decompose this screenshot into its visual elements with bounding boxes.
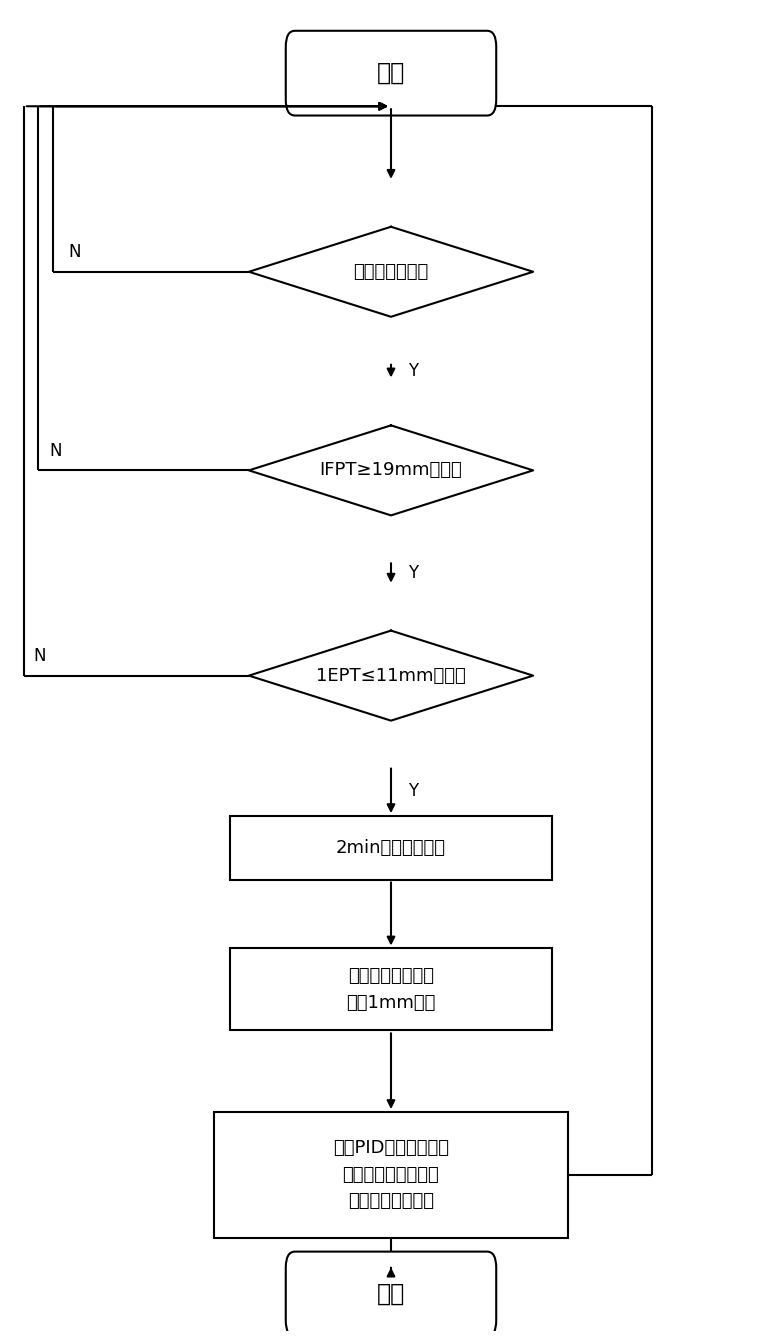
Text: 结束: 结束	[377, 1282, 405, 1306]
Bar	[230, 816, 552, 879]
Text: 将排烟吸力设定值
增加1mm水柱: 将排烟吸力设定值 增加1mm水柱	[346, 967, 436, 1012]
Text: 调整PID控制输出量给
变频器，调整变频风
机转数，调整吸力: 调整PID控制输出量给 变频器，调整变频风 机转数，调整吸力	[333, 1140, 449, 1210]
FancyBboxPatch shape	[285, 1251, 497, 1337]
Bar	[230, 949, 552, 1030]
Polygon shape	[249, 630, 533, 721]
Text: 1EPT≤11mm水柱？: 1EPT≤11mm水柱？	[316, 666, 466, 685]
Bar	[214, 1112, 568, 1238]
Text: 2min系统稳定延时: 2min系统稳定延时	[336, 839, 446, 856]
Text: N: N	[33, 646, 45, 665]
Text: IFPT≥19mm水柱？: IFPT≥19mm水柱？	[320, 462, 462, 479]
Polygon shape	[249, 425, 533, 515]
Text: Y: Y	[408, 565, 418, 582]
Text: Y: Y	[408, 781, 418, 800]
Text: 开始: 开始	[377, 62, 405, 86]
FancyBboxPatch shape	[285, 31, 497, 115]
Text: 炉膛压力饱和？: 炉膛压力饱和？	[353, 262, 429, 281]
Text: Y: Y	[408, 363, 418, 380]
Text: N: N	[68, 244, 81, 261]
Polygon shape	[249, 226, 533, 317]
Text: N: N	[49, 442, 62, 459]
